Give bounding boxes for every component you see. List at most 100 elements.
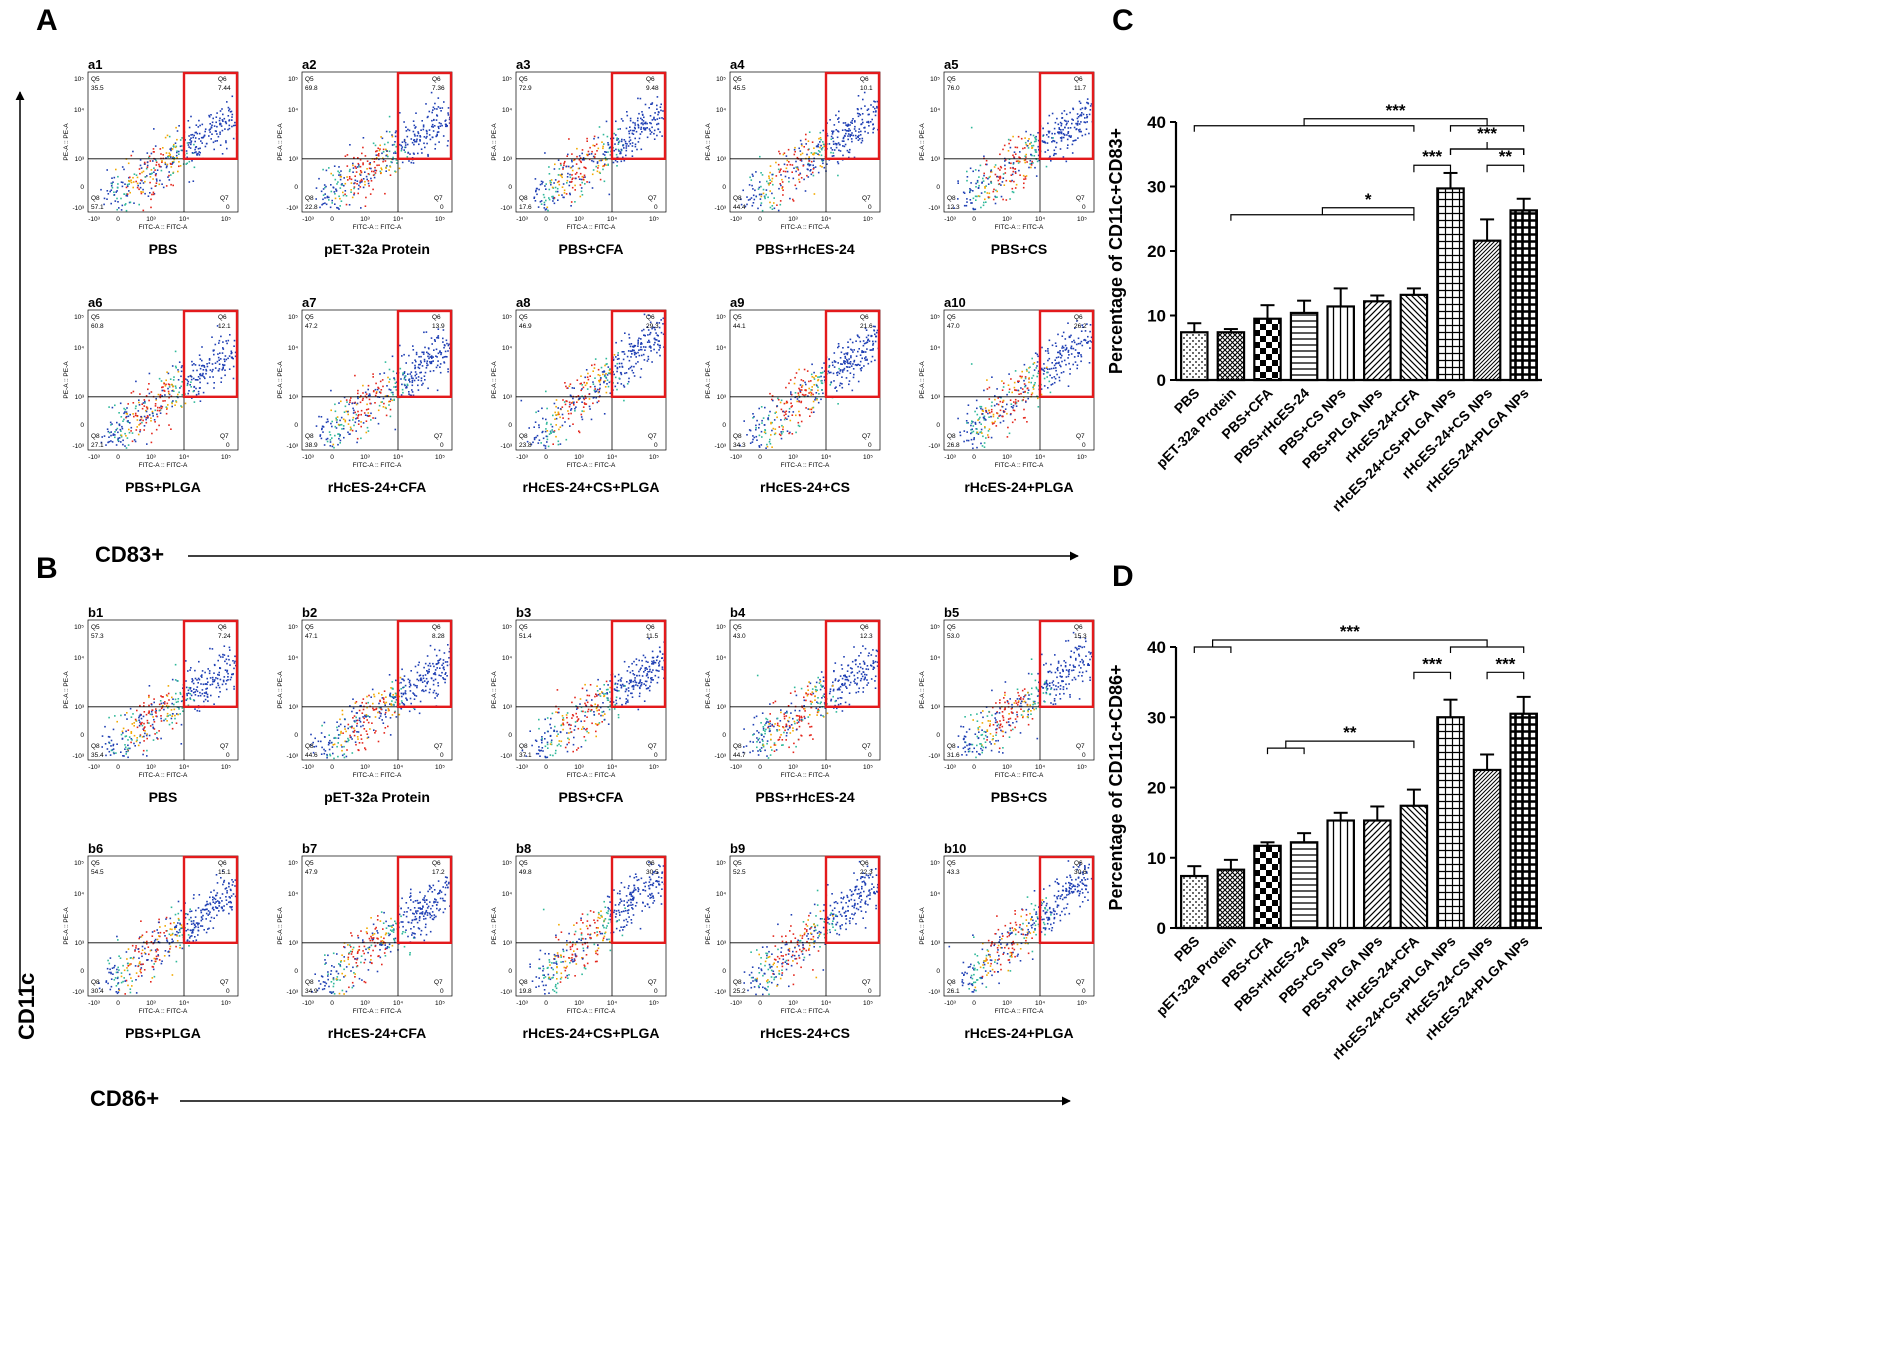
q6-gate bbox=[182, 309, 239, 399]
flow-y-tick: 0 bbox=[936, 184, 940, 191]
flow-x-title: FITC-A :: FITC-A bbox=[139, 772, 188, 779]
q8-value: 34.9 bbox=[305, 988, 318, 995]
bar bbox=[1436, 187, 1465, 382]
q6-gate bbox=[1038, 855, 1095, 945]
flow-plot-frame bbox=[943, 855, 1095, 997]
q6-gate bbox=[182, 71, 239, 161]
flow-x-tick: 10⁴ bbox=[821, 216, 831, 223]
q7-name: Q7 bbox=[220, 433, 229, 440]
flow-x-tick: 0 bbox=[116, 764, 120, 771]
q7-name: Q7 bbox=[648, 195, 657, 202]
flow-group-label: PBS bbox=[149, 789, 178, 805]
flow-y-tick: -10³ bbox=[72, 443, 84, 450]
q5-name: Q5 bbox=[91, 624, 100, 631]
significance-bracket: *** bbox=[1449, 124, 1525, 155]
q6-gate bbox=[610, 855, 667, 945]
q8-name: Q8 bbox=[305, 743, 314, 750]
flow-y-tick: 10³ bbox=[289, 940, 299, 947]
q8-name: Q8 bbox=[305, 195, 314, 202]
category-label: PBS bbox=[1171, 933, 1203, 965]
flow-x-title: FITC-A :: FITC-A bbox=[567, 462, 616, 469]
q7-value: 0 bbox=[226, 752, 230, 759]
q6-gate bbox=[396, 619, 453, 709]
flow-group-label: PBS+CFA bbox=[559, 241, 624, 257]
q7-value: 0 bbox=[868, 204, 872, 211]
flow-x-tick: -10³ bbox=[730, 454, 742, 461]
flow-plot-frame bbox=[943, 71, 1095, 213]
q7-name: Q7 bbox=[220, 743, 229, 750]
q8-value: 57.1 bbox=[91, 204, 104, 211]
q5-value: 35.5 bbox=[91, 85, 104, 92]
flow-y-tick: 0 bbox=[508, 968, 512, 975]
flow-group-label: PBS+CFA bbox=[559, 789, 624, 805]
flow-plot: a4 Q5 45.5 Q6 10.1 Q8 44.4 Q7 0 10⁵ 10⁴ 10³ 0 -10³ -10… bbox=[705, 57, 881, 257]
flow-y-tick: 0 bbox=[722, 422, 726, 429]
flow-y-tick: 10⁴ bbox=[930, 655, 940, 662]
flow-x-tick: -10³ bbox=[516, 1000, 528, 1007]
flow-x-tick: -10³ bbox=[302, 454, 314, 461]
q6-name: Q6 bbox=[218, 76, 227, 83]
flow-x-tick: 10⁴ bbox=[821, 764, 831, 771]
flow-x-tick: -10³ bbox=[88, 454, 100, 461]
flow-plot-frame bbox=[301, 71, 453, 213]
flow-x-tick: 10⁵ bbox=[435, 764, 445, 771]
q6-name: Q6 bbox=[1074, 624, 1083, 631]
panel-letter-d: D bbox=[1112, 560, 1134, 593]
flow-x-title: FITC-A :: FITC-A bbox=[353, 772, 402, 779]
bar bbox=[1216, 868, 1246, 930]
q6-name: Q6 bbox=[218, 624, 227, 631]
bar bbox=[1253, 844, 1282, 930]
q8-name: Q8 bbox=[519, 979, 528, 986]
flow-x-tick: 0 bbox=[544, 1000, 548, 1007]
flow-y-title: PE-A :: PE-A bbox=[491, 123, 498, 161]
flow-x-tick: 10³ bbox=[788, 454, 798, 461]
flow-plot: b8 Q5 49.8 Q6 30.5 Q8 19.8 Q7 0 10⁵ 10⁴ 10³ 0 -10³ -10… bbox=[491, 841, 667, 1041]
flow-y-title: PE-A :: PE-A bbox=[919, 907, 926, 945]
q6-gate bbox=[182, 619, 239, 709]
flow-y-tick: 10⁴ bbox=[716, 107, 726, 114]
q5-name: Q5 bbox=[305, 76, 314, 83]
flow-y-tick: 10⁵ bbox=[74, 860, 84, 867]
flow-x-tick: -10³ bbox=[516, 764, 528, 771]
flow-x-tick: 10³ bbox=[360, 764, 370, 771]
q8-value: 19.8 bbox=[519, 988, 532, 995]
flow-y-tick: -10³ bbox=[714, 989, 726, 996]
q5-name: Q5 bbox=[947, 624, 956, 631]
flow-x-tick: -10³ bbox=[88, 764, 100, 771]
significance-label: *** bbox=[1422, 654, 1442, 673]
flow-x-tick: 10⁴ bbox=[607, 216, 617, 223]
y-tick-label: 0 bbox=[1157, 919, 1166, 938]
y-tick-label: 30 bbox=[1147, 178, 1166, 197]
flow-y-tick: 0 bbox=[294, 184, 298, 191]
bar bbox=[1253, 317, 1282, 382]
flow-x-tick: 10⁴ bbox=[1035, 1000, 1045, 1007]
flow-y-tick: -10³ bbox=[72, 753, 84, 760]
flow-x-tick: 10⁴ bbox=[1035, 216, 1045, 223]
significance-label: ** bbox=[1343, 723, 1357, 742]
q7-value: 0 bbox=[440, 204, 444, 211]
q6-value: 7.36 bbox=[432, 85, 445, 92]
q8-value: 22.8 bbox=[305, 204, 318, 211]
flow-x-tick: 10⁵ bbox=[1077, 216, 1087, 223]
flow-plot: b4 Q5 43.0 Q6 12.3 Q8 44.7 Q7 0 10⁵ 10⁴ 10³ 0 -10³ -10… bbox=[705, 605, 881, 805]
q5-name: Q5 bbox=[947, 76, 956, 83]
q7-name: Q7 bbox=[220, 979, 229, 986]
bar bbox=[1326, 305, 1355, 382]
flow-y-tick: 10⁴ bbox=[74, 345, 84, 352]
flow-x-tick: 10⁵ bbox=[221, 764, 231, 771]
q7-name: Q7 bbox=[434, 743, 443, 750]
flow-plot-id: a4 bbox=[730, 57, 745, 72]
y-tick-label: 40 bbox=[1147, 113, 1166, 132]
q7-name: Q7 bbox=[862, 195, 871, 202]
y-tick-label: 40 bbox=[1147, 638, 1166, 657]
flow-x-title: FITC-A :: FITC-A bbox=[995, 772, 1044, 779]
q7-value: 0 bbox=[440, 442, 444, 449]
flow-x-tick: 10³ bbox=[360, 216, 370, 223]
flow-x-tick: 10³ bbox=[360, 1000, 370, 1007]
flow-y-tick: 10⁴ bbox=[716, 891, 726, 898]
flow-y-tick: 10⁴ bbox=[74, 107, 84, 114]
flow-y-tick: -10³ bbox=[714, 443, 726, 450]
q8-name: Q8 bbox=[947, 743, 956, 750]
flow-group-label: rHcES-24+CS+PLGA bbox=[523, 479, 660, 495]
